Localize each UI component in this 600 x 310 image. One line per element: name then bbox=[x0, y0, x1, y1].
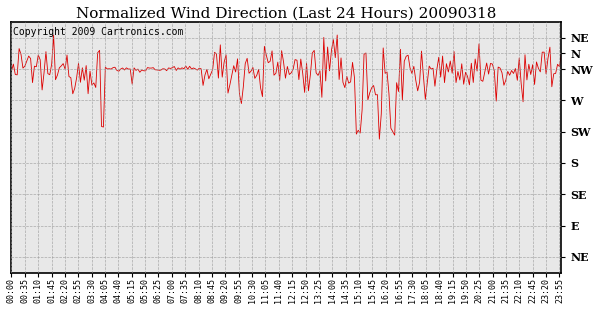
Title: Normalized Wind Direction (Last 24 Hours) 20090318: Normalized Wind Direction (Last 24 Hours… bbox=[76, 7, 497, 21]
Text: Copyright 2009 Cartronics.com: Copyright 2009 Cartronics.com bbox=[13, 27, 184, 37]
